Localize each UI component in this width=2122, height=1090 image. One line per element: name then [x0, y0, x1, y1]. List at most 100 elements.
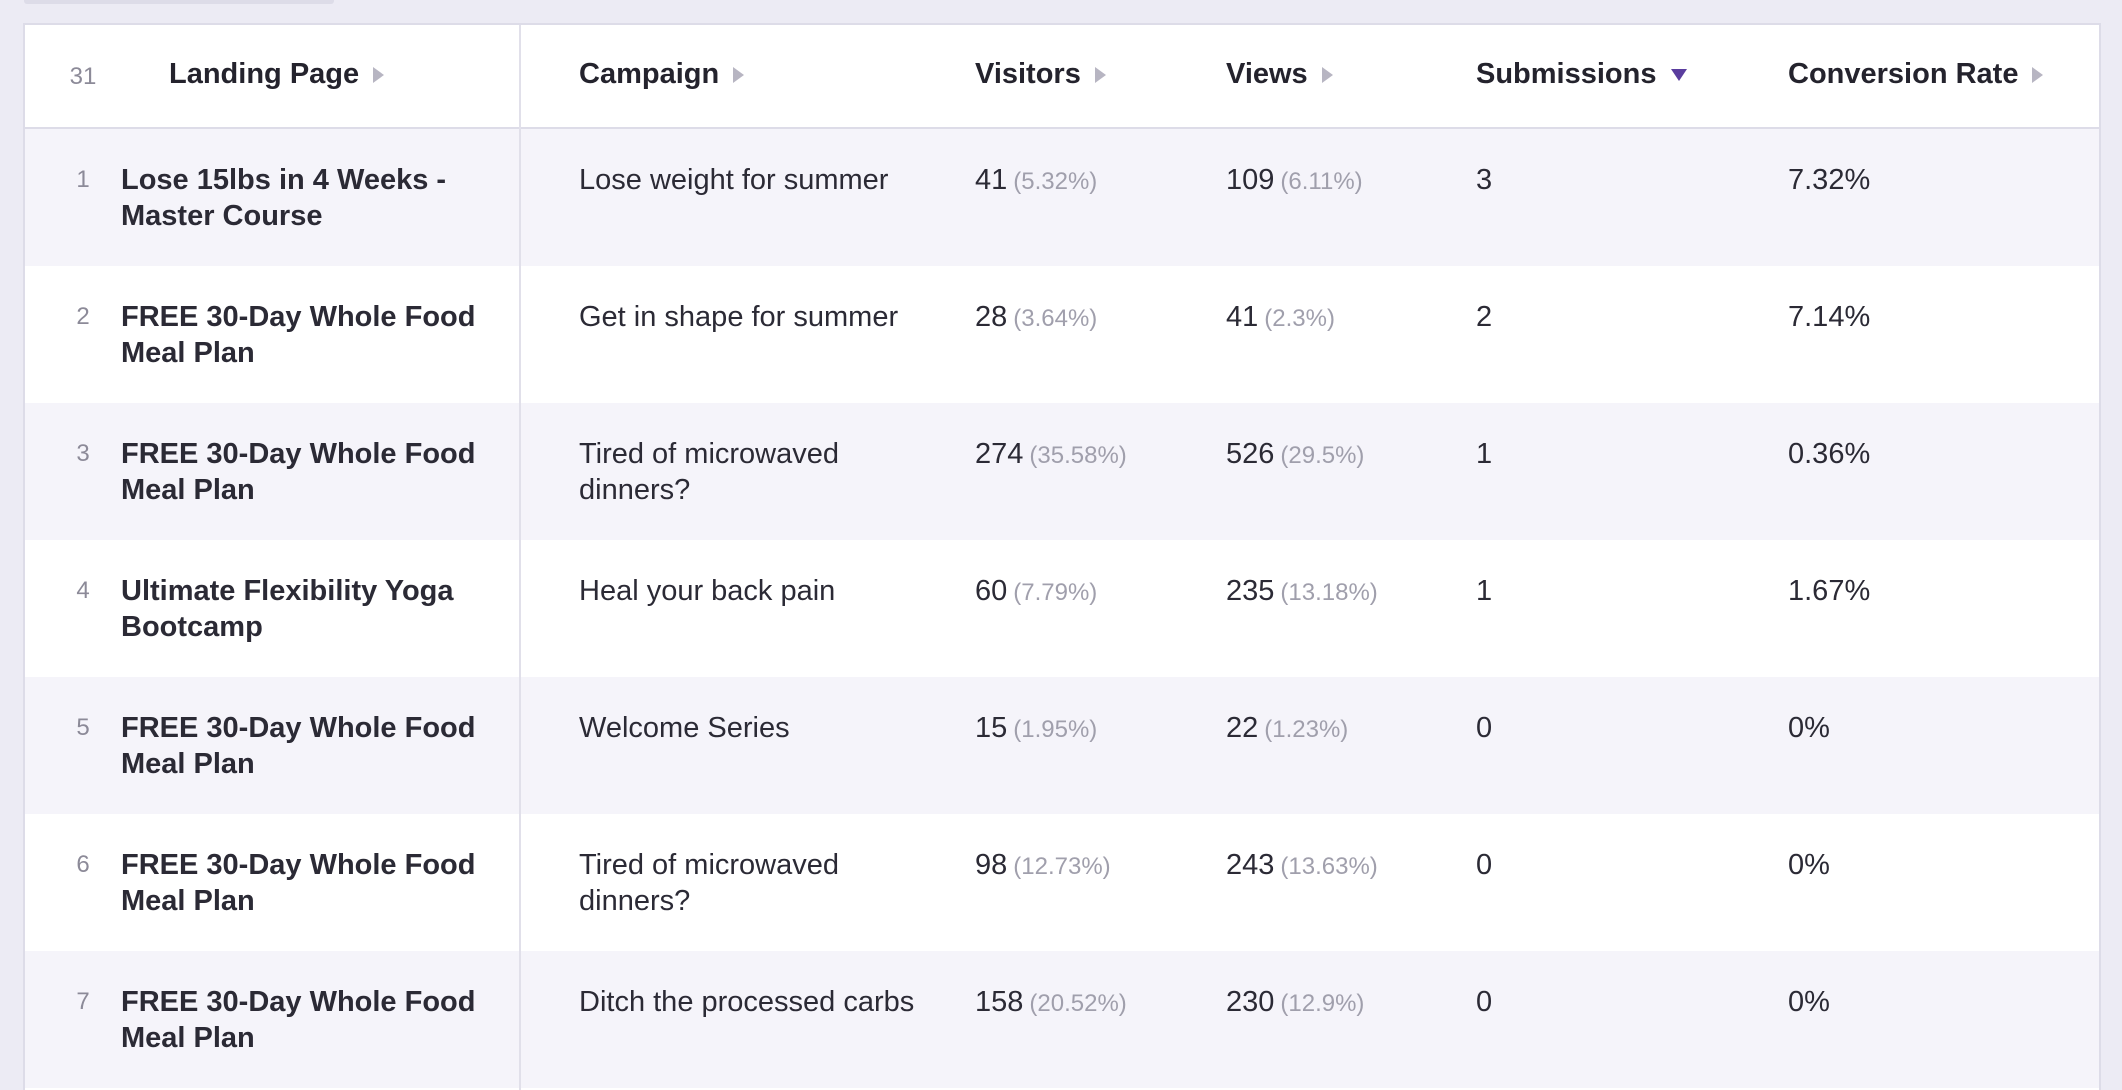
table-row[interactable]: 6 FREE 30-Day Whole Food Meal Plan Tired… — [25, 814, 2099, 951]
views-value: 22 — [1226, 712, 1259, 744]
sort-arrow-icon — [1094, 66, 1106, 83]
landing-page-name[interactable]: FREE 30-Day Whole Food Meal Plan — [121, 986, 476, 1054]
views-cell: 230 (12.9%) — [1226, 984, 1364, 1022]
table-row[interactable]: 3 FREE 30-Day Whole Food Meal Plan Tired… — [25, 403, 2099, 540]
column-header-label: Conversion Rate — [1788, 58, 2019, 90]
views-percent: (29.5%) — [1280, 442, 1365, 469]
table-row[interactable]: 2 FREE 30-Day Whole Food Meal Plan Get i… — [25, 266, 2099, 403]
conversion-rate-value: 7.14% — [1788, 301, 1871, 333]
landing-page-name[interactable]: FREE 30-Day Whole Food Meal Plan — [121, 712, 476, 780]
views-value: 230 — [1226, 986, 1275, 1018]
column-header-views[interactable]: Views — [1226, 58, 1333, 91]
views-cell: 235 (13.18%) — [1226, 573, 1378, 611]
campaign-name: Lose weight for summer — [579, 164, 889, 196]
visitors-cell: 15 (1.95%) — [975, 710, 1097, 748]
conversion-rate-value: 7.32% — [1788, 164, 1871, 196]
visitors-percent: (12.73%) — [1013, 853, 1111, 880]
table-header: 31 Landing Page Campaign Visitors Views … — [25, 25, 2099, 129]
column-header-label: Campaign — [579, 58, 720, 90]
submissions-value: 0 — [1476, 849, 1493, 881]
conversion-rate-value: 1.67% — [1788, 575, 1871, 607]
campaign-name: Get in shape for summer — [579, 301, 899, 333]
conversion-rate-value: 0% — [1788, 712, 1830, 744]
sort-arrow-icon — [1321, 66, 1333, 83]
table-row[interactable]: 4 Ultimate Flexibility Yoga Bootcamp Hea… — [25, 540, 2099, 677]
campaign-name: Welcome Series — [579, 712, 790, 744]
column-header-label: Submissions — [1476, 58, 1657, 90]
campaign-name: Tired of microwaved dinners? — [579, 849, 840, 917]
visitors-cell: 98 (12.73%) — [975, 847, 1111, 885]
visitors-percent: (1.95%) — [1013, 716, 1098, 743]
views-value: 41 — [1226, 301, 1259, 333]
views-percent: (2.3%) — [1264, 305, 1335, 332]
landing-pages-table: 31 Landing Page Campaign Visitors Views … — [23, 23, 2101, 1090]
submissions-value: 1 — [1476, 438, 1493, 470]
visitors-value: 158 — [975, 986, 1024, 1018]
campaign-name: Tired of microwaved dinners? — [579, 438, 840, 506]
views-value: 235 — [1226, 575, 1275, 607]
table-row[interactable]: 1 Lose 15lbs in 4 Weeks - Master Course … — [25, 129, 2099, 266]
sort-arrow-icon — [2032, 66, 2044, 83]
column-header-landing-page[interactable]: Landing Page — [169, 58, 385, 91]
views-percent: (6.11%) — [1280, 168, 1363, 195]
visitors-cell: 60 (7.79%) — [975, 573, 1097, 611]
row-index: 4 — [76, 577, 90, 604]
submissions-value: 0 — [1476, 986, 1493, 1018]
row-count: 31 — [69, 63, 97, 90]
landing-page-name[interactable]: FREE 30-Day Whole Food Meal Plan — [121, 301, 476, 369]
table-row[interactable]: 5 FREE 30-Day Whole Food Meal Plan Welco… — [25, 677, 2099, 814]
visitors-percent: (3.64%) — [1013, 305, 1098, 332]
views-cell: 41 (2.3%) — [1226, 299, 1335, 337]
views-value: 526 — [1226, 438, 1275, 470]
visitors-percent: (35.58%) — [1029, 442, 1127, 469]
visitors-percent: (5.32%) — [1013, 168, 1098, 195]
campaign-name: Heal your back pain — [579, 575, 836, 607]
landing-page-name[interactable]: FREE 30-Day Whole Food Meal Plan — [121, 438, 476, 506]
visitors-cell: 41 (5.32%) — [975, 162, 1097, 200]
column-header-campaign[interactable]: Campaign — [579, 58, 745, 91]
submissions-value: 2 — [1476, 301, 1493, 333]
row-index: 7 — [76, 988, 90, 1015]
visitors-percent: (20.52%) — [1029, 990, 1127, 1017]
views-percent: (13.18%) — [1280, 579, 1378, 606]
visitors-value: 15 — [975, 712, 1008, 744]
campaign-name: Ditch the processed carbs — [579, 986, 915, 1018]
table-row[interactable]: 7 FREE 30-Day Whole Food Meal Plan Ditch… — [25, 951, 2099, 1088]
sort-arrow-icon — [373, 66, 385, 83]
column-header-visitors[interactable]: Visitors — [975, 58, 1106, 91]
visitors-cell: 158 (20.52%) — [975, 984, 1127, 1022]
landing-page-name[interactable]: FREE 30-Day Whole Food Meal Plan — [121, 849, 476, 917]
visitors-value: 28 — [975, 301, 1008, 333]
submissions-value: 1 — [1476, 575, 1493, 607]
submissions-value: 0 — [1476, 712, 1493, 744]
views-cell: 109 (6.11%) — [1226, 162, 1363, 200]
row-index: 3 — [76, 440, 90, 467]
views-cell: 22 (1.23%) — [1226, 710, 1348, 748]
column-header-label: Views — [1226, 58, 1308, 90]
views-percent: (1.23%) — [1264, 716, 1349, 743]
visitors-value: 60 — [975, 575, 1008, 607]
column-divider — [519, 25, 521, 1090]
column-header-label: Landing Page — [169, 58, 360, 90]
visitors-percent: (7.79%) — [1013, 579, 1098, 606]
sort-arrow-icon — [733, 66, 745, 83]
conversion-rate-value: 0.36% — [1788, 438, 1871, 470]
visitors-cell: 274 (35.58%) — [975, 436, 1127, 474]
views-value: 109 — [1226, 164, 1275, 196]
row-index: 5 — [76, 714, 90, 741]
visitors-value: 98 — [975, 849, 1008, 881]
tab-indicator — [24, 0, 334, 4]
views-cell: 526 (29.5%) — [1226, 436, 1364, 474]
landing-page-name[interactable]: Lose 15lbs in 4 Weeks - Master Course — [121, 164, 447, 232]
views-cell: 243 (13.63%) — [1226, 847, 1378, 885]
views-percent: (13.63%) — [1280, 853, 1378, 880]
landing-page-name[interactable]: Ultimate Flexibility Yoga Bootcamp — [121, 575, 454, 643]
visitors-value: 41 — [975, 164, 1008, 196]
column-header-label: Visitors — [975, 58, 1081, 90]
column-header-submissions[interactable]: Submissions — [1476, 58, 1687, 91]
row-index: 6 — [76, 851, 90, 878]
conversion-rate-value: 0% — [1788, 849, 1830, 881]
row-index: 2 — [76, 303, 90, 330]
column-header-conversion-rate[interactable]: Conversion Rate — [1788, 58, 2044, 91]
views-percent: (12.9%) — [1280, 990, 1365, 1017]
